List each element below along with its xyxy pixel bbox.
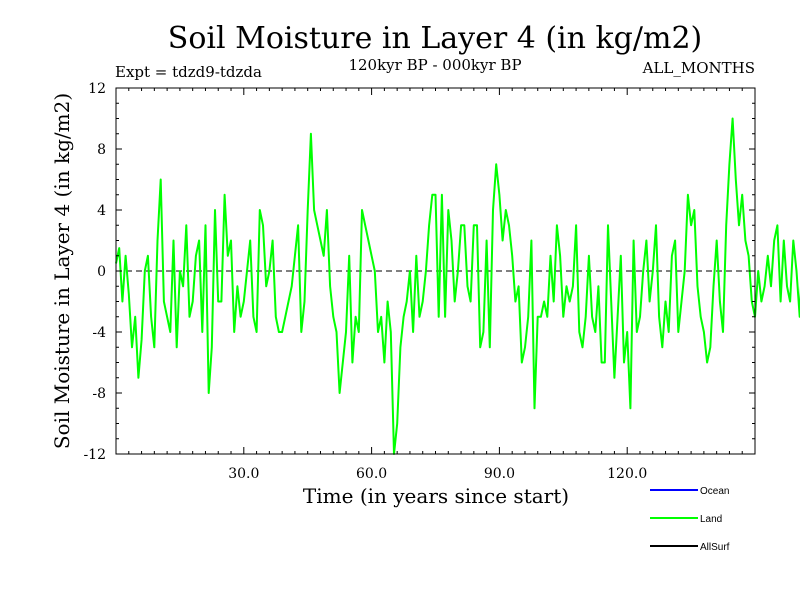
chart-title: Soil Moisture in Layer 4 (in kg/m2) — [168, 21, 702, 56]
y-tick-label: 4 — [97, 203, 106, 219]
y-tick-label: -4 — [92, 325, 106, 341]
x-tick-label: 30.0 — [228, 466, 259, 482]
legend-label-allsurf: AllSurf — [700, 542, 730, 553]
x-axis-label: Time (in years since start) — [303, 484, 569, 508]
legend-label-ocean: Ocean — [700, 486, 729, 497]
y-tick-label: 12 — [88, 81, 106, 97]
plot-area — [115, 117, 800, 455]
axes: 12 8 4 0 -4 -8 -12 30.0 60.0 90.0 120.0 — [83, 81, 755, 482]
y-tick-label: 8 — [97, 142, 106, 158]
y-tick-label: 0 — [97, 264, 106, 280]
x-tick-label: 120.0 — [607, 466, 647, 482]
chart-subtitle: 120kyr BP - 000kyr BP — [348, 56, 521, 74]
legend-label-land: Land — [700, 514, 722, 525]
x-tick-label: 60.0 — [356, 466, 387, 482]
series-line-land — [115, 117, 800, 455]
y-axis-label: Soil Moisture in Layer 4 (in kg/m2) — [50, 93, 74, 449]
months-label: ALL_MONTHS — [642, 59, 755, 77]
x-tick-label: 90.0 — [484, 466, 515, 482]
legend: Ocean Land AllSurf — [650, 486, 730, 553]
y-tick-label: -12 — [83, 447, 106, 463]
experiment-label: Expt = tdzd9-tdzda — [115, 63, 262, 81]
y-tick-label: -8 — [92, 386, 106, 402]
